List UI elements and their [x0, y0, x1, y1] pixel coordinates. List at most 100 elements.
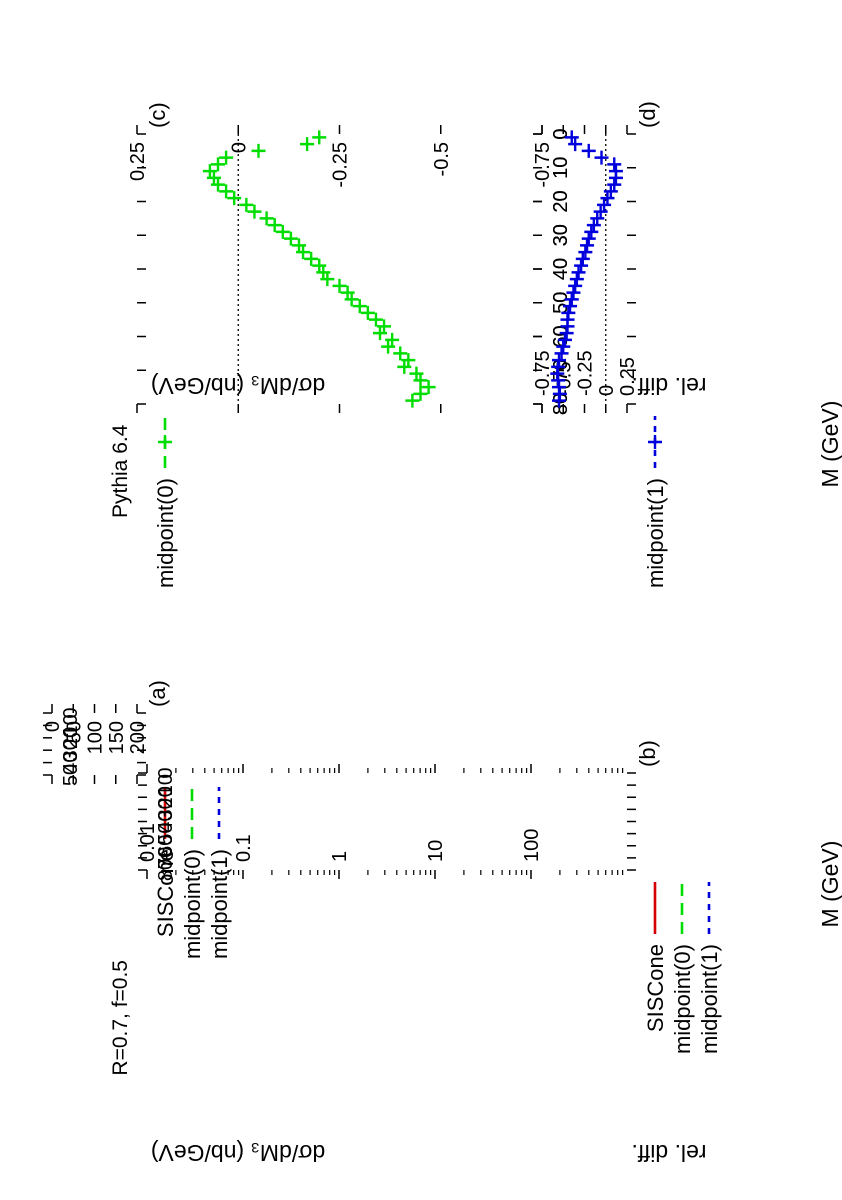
x-tick-label: 50	[60, 764, 82, 786]
data-point	[332, 278, 347, 293]
legend-label: midpoint(0)	[180, 849, 205, 959]
data-point	[296, 245, 311, 260]
x-tick-label: 70	[155, 847, 177, 869]
x-axis-label: M (GeV)	[817, 401, 842, 488]
data-point	[304, 251, 319, 266]
panel-label: (d)	[635, 101, 660, 128]
data-point	[597, 197, 612, 212]
data-point	[594, 150, 609, 165]
data-point	[569, 272, 584, 287]
annotation-parameters: R=0.7, f=0.5	[109, 960, 132, 1076]
panel-label: (a)	[145, 680, 170, 707]
y-tick-label: 10	[425, 840, 447, 862]
y-axis-label: rel. diff.	[632, 373, 707, 399]
data-point	[381, 339, 396, 354]
data-point	[300, 137, 315, 152]
x-tick-label: 30	[550, 224, 572, 246]
data-point	[413, 386, 428, 401]
x-tick-label: 10	[550, 157, 572, 179]
x-tick-label: 0	[550, 128, 572, 139]
legend-label: SISCone	[643, 944, 668, 1032]
y-tick-label: -0.75	[532, 350, 554, 396]
data-point	[251, 143, 266, 158]
y-tick-label: 0.01	[137, 823, 159, 862]
y-tick-label: 0.25	[617, 357, 639, 396]
data-point	[574, 258, 589, 273]
data-point	[368, 312, 383, 327]
data-point	[586, 218, 601, 233]
x-tick-label: 20	[155, 786, 177, 808]
x-tick-label: 30	[60, 739, 82, 761]
x-tick-label: 10	[60, 714, 82, 736]
data-point	[211, 157, 225, 172]
y-tick-label: -0.25	[330, 142, 352, 188]
x-tick-label: 60	[155, 835, 177, 857]
data-point	[580, 238, 595, 253]
data-point	[575, 251, 590, 266]
data-point	[283, 231, 298, 246]
y-tick-label: 150	[106, 721, 128, 754]
legend-marker	[158, 435, 172, 449]
y-tick-label: 0	[42, 721, 64, 732]
legend-label: midpoint(1)	[697, 944, 722, 1054]
data-point	[247, 204, 262, 219]
data-point	[219, 150, 234, 165]
data-point	[600, 191, 615, 206]
x-tick-label: 50	[550, 292, 572, 314]
annotation-generator: Pythia 6.4	[109, 424, 132, 518]
x-tick-label: 10	[155, 774, 177, 796]
y-tick-label: 100	[85, 721, 107, 754]
data-point	[373, 326, 387, 341]
x-tick-label: 20	[550, 190, 572, 212]
y-tick-label: 50	[63, 721, 85, 743]
data-point	[405, 393, 420, 408]
y-axis-label: rel. diff.	[632, 1140, 707, 1166]
legend-label: midpoint(0)	[153, 478, 178, 588]
data-point	[578, 245, 593, 260]
data-point	[568, 278, 583, 293]
x-tick-label: 0	[550, 128, 572, 139]
data-point	[275, 224, 290, 239]
data-point	[584, 224, 599, 239]
data-point	[557, 332, 572, 347]
data-point	[413, 373, 428, 388]
x-tick-label: 30	[550, 224, 572, 246]
data-point	[603, 184, 618, 199]
data-point	[397, 359, 412, 374]
data-point	[556, 339, 571, 354]
x-tick-label: 40	[60, 751, 82, 773]
data-point	[593, 204, 608, 219]
x-tick-label: 10	[550, 157, 572, 179]
y-axis-label: dσ/dM₃ (nb/GeV)	[151, 1140, 325, 1166]
data-point	[559, 326, 574, 341]
legend-marker	[648, 435, 662, 449]
data-point	[564, 130, 579, 145]
x-tick-label: 50	[550, 292, 572, 314]
data-point	[581, 143, 596, 158]
x-tick-label: 80	[550, 393, 572, 415]
data-point	[360, 305, 375, 320]
data-point	[552, 393, 566, 408]
data-point	[571, 265, 586, 280]
y-tick-label: 1	[329, 851, 351, 862]
x-tick-label: 70	[550, 359, 572, 381]
x-tick-label: 50	[155, 823, 177, 845]
y-tick-label: -0.75	[532, 142, 554, 188]
data-point	[320, 272, 335, 287]
y-tick-label: -0.5	[431, 142, 453, 176]
x-axis-label: M (GeV)	[817, 841, 842, 928]
y-tick-label: 0.1	[233, 834, 255, 862]
legend-label: midpoint(1)	[643, 478, 668, 588]
x-tick-label: 80	[550, 393, 572, 415]
data-point	[312, 130, 327, 145]
data-point	[564, 292, 579, 307]
panel-label: (c)	[145, 102, 170, 128]
data-point	[563, 299, 578, 314]
data-point	[421, 380, 436, 395]
y-tick-label: -0.25	[575, 350, 597, 396]
